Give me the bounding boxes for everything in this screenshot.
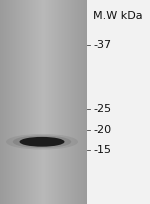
- Bar: [71, 0, 73, 204]
- Bar: [39, 0, 41, 204]
- Bar: [20, 0, 22, 204]
- Text: -37: -37: [93, 40, 111, 50]
- Bar: [61, 0, 63, 204]
- Bar: [7, 0, 9, 204]
- Bar: [57, 0, 58, 204]
- Bar: [17, 0, 19, 204]
- Bar: [54, 0, 55, 204]
- Bar: [23, 0, 25, 204]
- Bar: [67, 0, 68, 204]
- Bar: [75, 0, 77, 204]
- Bar: [77, 0, 79, 204]
- Bar: [33, 0, 35, 204]
- Bar: [15, 0, 16, 204]
- Ellipse shape: [20, 137, 64, 147]
- Bar: [83, 0, 84, 204]
- Bar: [74, 0, 76, 204]
- Text: -20: -20: [93, 124, 111, 135]
- Bar: [44, 0, 45, 204]
- Bar: [42, 0, 44, 204]
- Bar: [41, 0, 42, 204]
- Text: M.W kDa: M.W kDa: [93, 11, 143, 21]
- Bar: [72, 0, 74, 204]
- Bar: [51, 0, 52, 204]
- Bar: [78, 0, 80, 204]
- Bar: [87, 0, 150, 204]
- Bar: [9, 0, 11, 204]
- Bar: [81, 0, 83, 204]
- Ellipse shape: [6, 134, 78, 150]
- Bar: [2, 0, 3, 204]
- Bar: [30, 0, 32, 204]
- Bar: [32, 0, 34, 204]
- Bar: [68, 0, 70, 204]
- Bar: [29, 0, 31, 204]
- Bar: [36, 0, 38, 204]
- Bar: [65, 0, 67, 204]
- Bar: [28, 0, 29, 204]
- Bar: [6, 0, 8, 204]
- Bar: [16, 0, 18, 204]
- Bar: [55, 0, 57, 204]
- Bar: [49, 0, 51, 204]
- Bar: [62, 0, 64, 204]
- Bar: [48, 0, 50, 204]
- Bar: [45, 0, 47, 204]
- Bar: [26, 0, 28, 204]
- Ellipse shape: [13, 135, 71, 148]
- Bar: [10, 0, 12, 204]
- Bar: [22, 0, 24, 204]
- Bar: [13, 0, 15, 204]
- Bar: [58, 0, 60, 204]
- Bar: [70, 0, 71, 204]
- Bar: [80, 0, 81, 204]
- Bar: [59, 0, 61, 204]
- Bar: [84, 0, 86, 204]
- Bar: [52, 0, 54, 204]
- Bar: [3, 0, 5, 204]
- Bar: [4, 0, 6, 204]
- Text: -15: -15: [93, 145, 111, 155]
- Bar: [0, 0, 2, 204]
- Bar: [38, 0, 39, 204]
- Bar: [64, 0, 66, 204]
- Bar: [85, 0, 87, 204]
- Bar: [19, 0, 21, 204]
- Bar: [25, 0, 26, 204]
- Bar: [46, 0, 48, 204]
- Bar: [35, 0, 37, 204]
- Bar: [12, 0, 13, 204]
- Text: -25: -25: [93, 104, 111, 114]
